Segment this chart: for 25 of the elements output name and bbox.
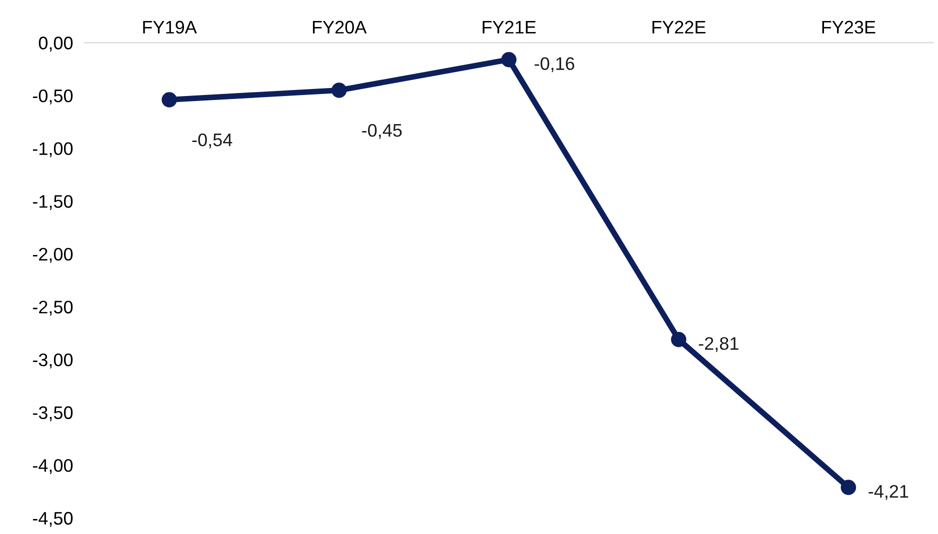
- data-label: -0,54: [192, 133, 232, 148]
- y-tick-label: -4,50: [32, 512, 73, 527]
- y-tick-label: -4,00: [32, 459, 73, 474]
- y-tick-label: -2,50: [32, 300, 73, 316]
- y-tick-label: -0,50: [32, 89, 73, 104]
- y-tick-label: -2,00: [32, 248, 73, 263]
- point: [501, 52, 517, 68]
- data-label: -0,45: [362, 124, 402, 139]
- point: [331, 82, 347, 98]
- data-label: -4,21: [868, 484, 908, 500]
- y-tick-label: 0,00: [38, 36, 73, 52]
- x-tick-label: FY20A: [312, 20, 367, 34]
- point: [840, 480, 856, 495]
- x-tick-label: FY23E: [822, 20, 876, 34]
- y-tick-label: -1,50: [32, 195, 73, 210]
- data-label: -0,16: [534, 57, 574, 72]
- data-label: -2,81: [698, 337, 738, 352]
- point: [162, 92, 177, 108]
- x-tick-label: FY21E: [482, 20, 536, 34]
- y-tick-label: -3,50: [32, 406, 73, 422]
- y-tick-label: -3,00: [32, 353, 73, 368]
- x-tick-label: FY19A: [143, 20, 197, 34]
- x-tick-label: FY22E: [652, 20, 706, 34]
- y-tick-label: -1,00: [32, 142, 73, 158]
- point: [671, 332, 686, 348]
